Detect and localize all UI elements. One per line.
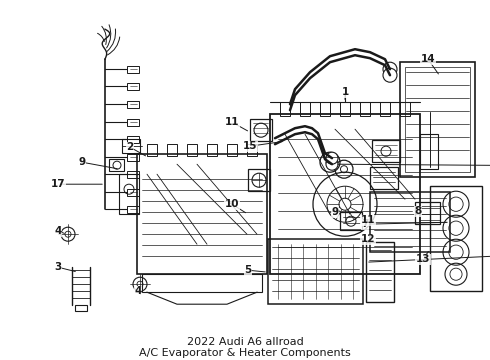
Bar [370,167,398,189]
Bar [366,242,394,302]
Text: 9: 9 [78,157,86,167]
Bar [340,212,362,230]
Text: 17: 17 [50,179,65,189]
Bar [127,189,139,196]
Bar [167,144,177,156]
Bar [420,134,438,169]
Circle shape [383,68,397,82]
Text: 7: 7 [361,219,368,229]
Bar [142,274,262,292]
Bar [270,114,420,274]
Text: 10: 10 [225,199,239,209]
Text: 4: 4 [54,226,62,236]
Bar [127,154,139,161]
Bar [127,206,139,213]
Text: 2: 2 [126,142,134,152]
Bar [280,102,290,116]
Text: 4: 4 [134,286,142,296]
Bar [137,154,267,274]
Text: A/C Evaporator & Heater Components: A/C Evaporator & Heater Components [139,348,351,358]
Text: 9: 9 [331,207,339,217]
Bar [400,62,475,177]
Text: 11: 11 [361,215,375,225]
Bar [207,144,217,156]
Bar [127,119,139,126]
Bar [320,102,330,116]
Bar [247,144,257,156]
Text: 12: 12 [361,234,375,244]
Circle shape [326,152,338,164]
Text: 5: 5 [245,265,252,275]
Bar [227,144,237,156]
Bar [430,186,482,291]
Text: 14: 14 [421,54,435,64]
Bar [300,102,310,116]
Bar [109,159,124,171]
Bar [127,66,139,73]
Text: 2022 Audi A6 allroad: 2022 Audi A6 allroad [187,337,303,347]
Bar [372,140,400,162]
Text: 3: 3 [54,262,62,272]
Bar [75,305,87,311]
Bar [250,119,272,141]
Bar [127,101,139,108]
Bar [340,102,350,116]
Bar [268,239,363,304]
Bar [380,102,390,116]
Bar [360,102,370,116]
Bar [127,136,139,143]
Bar [400,102,410,116]
Bar [119,174,139,214]
Circle shape [383,62,397,76]
Bar [248,169,270,191]
Bar [415,202,440,224]
Text: 11: 11 [225,117,239,127]
Circle shape [326,158,338,170]
Bar [122,139,140,153]
Bar [187,144,197,156]
Bar [370,192,450,252]
Bar [127,83,139,90]
Text: 1: 1 [342,87,348,97]
Bar [405,67,470,172]
Text: 8: 8 [415,206,421,216]
Text: 15: 15 [243,141,257,151]
Bar [127,171,139,178]
Bar [147,144,157,156]
Text: 13: 13 [416,254,430,264]
